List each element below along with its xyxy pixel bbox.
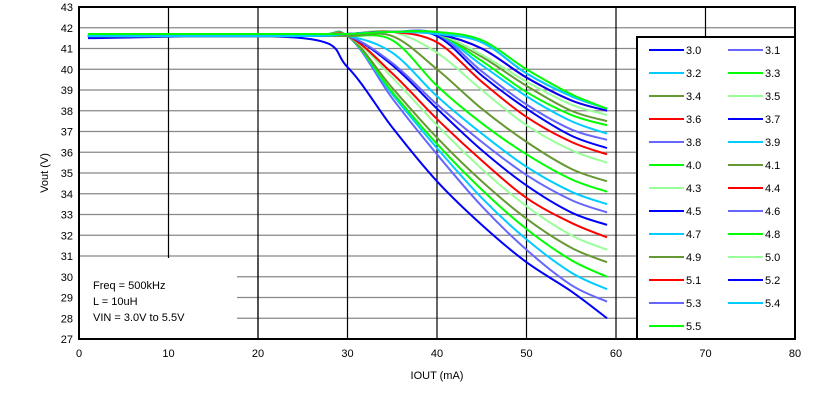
y-tick-label: 37 <box>61 127 73 139</box>
legend-item: 4.5 <box>649 206 701 218</box>
annotation-line: VIN = 3.0V to 5.5V <box>93 312 185 324</box>
y-tick-label: 35 <box>61 168 73 180</box>
legend: 3.0 3.1 3.2 3.3 3.4 3.5 3.6 3.7 3.8 3.9 4.0 4.1 4.3 4… <box>636 36 796 340</box>
legend-label: 4.5 <box>686 206 701 218</box>
legend-item: 4.9 <box>649 252 701 264</box>
legend-box <box>636 36 796 340</box>
legend-item: 3.6 <box>649 114 701 126</box>
legend-item: 3.0 <box>649 45 701 57</box>
legend-item: 3.9 <box>728 137 780 149</box>
legend-label: 3.0 <box>686 45 701 57</box>
legend-item: 5.4 <box>728 298 780 310</box>
legend-item: 5.2 <box>728 275 780 287</box>
legend-item: 4.7 <box>649 229 701 241</box>
legend-label: 4.4 <box>765 183 780 195</box>
y-tick-label: 43 <box>61 2 73 14</box>
x-tick-label: 10 <box>162 348 174 360</box>
legend-item: 3.7 <box>728 114 780 126</box>
y-tick-label: 29 <box>61 293 73 305</box>
legend-item: 4.1 <box>728 160 780 172</box>
legend-label: 5.0 <box>765 252 780 264</box>
legend-label: 3.8 <box>686 137 701 149</box>
y-tick-label: 42 <box>61 23 73 35</box>
series-line-5-4 <box>87 30 608 110</box>
annotation-line: Freq = 500kHz <box>93 280 165 292</box>
legend-item: 3.2 <box>649 68 701 80</box>
tick-labels: 27 28 29 30 31 32 33 34 35 36 37 38 39 40 41 42 43 0 10 20 3… <box>61 2 801 360</box>
legend-label: 4.0 <box>686 160 701 172</box>
y-tick-label: 36 <box>61 147 73 159</box>
y-tick-label: 28 <box>61 313 73 325</box>
y-axis-label: Vout (V) <box>39 153 51 193</box>
legend-item: 3.1 <box>728 45 780 57</box>
legend-label: 4.7 <box>686 229 701 241</box>
y-tick-label: 32 <box>61 230 73 242</box>
legend-item: 5.0 <box>728 252 780 264</box>
legend-item: 5.3 <box>649 298 701 310</box>
legend-label: 3.5 <box>765 91 780 103</box>
annotation-line: L = 10uH <box>93 296 138 308</box>
x-tick-label: 60 <box>610 348 622 360</box>
y-tick-label: 38 <box>61 106 73 118</box>
legend-item: 3.5 <box>728 91 780 103</box>
x-tick-label: 40 <box>431 348 443 360</box>
x-tick-label: 20 <box>252 348 264 360</box>
x-axis-label: IOUT (mA) <box>411 370 464 382</box>
legend-item: 3.3 <box>728 68 780 80</box>
legend-label: 5.1 <box>686 275 701 287</box>
legend-item: 5.1 <box>649 275 701 287</box>
legend-label: 3.1 <box>765 45 780 57</box>
legend-item: 4.6 <box>728 206 780 218</box>
legend-label: 3.9 <box>765 137 780 149</box>
legend-label: 5.2 <box>765 275 780 287</box>
legend-label: 3.2 <box>686 68 701 80</box>
x-tick-label: 80 <box>789 348 801 360</box>
legend-item: 5.5 <box>649 321 701 333</box>
legend-label: 4.8 <box>765 229 780 241</box>
legend-label: 3.4 <box>686 91 701 103</box>
legend-item: 3.4 <box>649 91 701 103</box>
x-tick-label: 70 <box>699 348 711 360</box>
legend-item: 4.4 <box>728 183 780 195</box>
legend-item: 3.8 <box>649 137 701 149</box>
annotation-box <box>80 258 236 338</box>
y-tick-label: 39 <box>61 85 73 97</box>
y-tick-label: 41 <box>61 44 73 56</box>
series-line-3-0 <box>87 34 608 320</box>
series-line-5-5 <box>87 30 608 110</box>
legend-label: 3.6 <box>686 114 701 126</box>
legend-label: 4.9 <box>686 252 701 264</box>
x-tick-label: 50 <box>520 348 532 360</box>
legend-label: 4.1 <box>765 160 780 172</box>
y-tick-label: 34 <box>61 189 73 201</box>
x-tick-label: 30 <box>341 348 353 360</box>
legend-item: 4.8 <box>728 229 780 241</box>
legend-label: 4.3 <box>686 183 701 195</box>
y-tick-label: 40 <box>61 64 73 76</box>
legend-label: 5.4 <box>765 298 780 310</box>
y-tick-label: 30 <box>61 272 73 284</box>
x-tick-label: 0 <box>76 348 82 360</box>
y-tick-label: 27 <box>61 334 73 346</box>
legend-label: 5.3 <box>686 298 701 310</box>
legend-item: 4.3 <box>649 183 701 195</box>
legend-label: 5.5 <box>686 321 701 333</box>
annotation: Freq = 500kHz L = 10uH VIN = 3.0V to 5.5… <box>93 280 185 324</box>
y-tick-label: 31 <box>61 251 73 263</box>
legend-label: 3.3 <box>765 68 780 80</box>
series-lines <box>87 29 608 320</box>
legend-label: 4.6 <box>765 206 780 218</box>
legend-item: 4.0 <box>649 160 701 172</box>
y-tick-label: 33 <box>61 210 73 222</box>
legend-label: 3.7 <box>765 114 780 126</box>
